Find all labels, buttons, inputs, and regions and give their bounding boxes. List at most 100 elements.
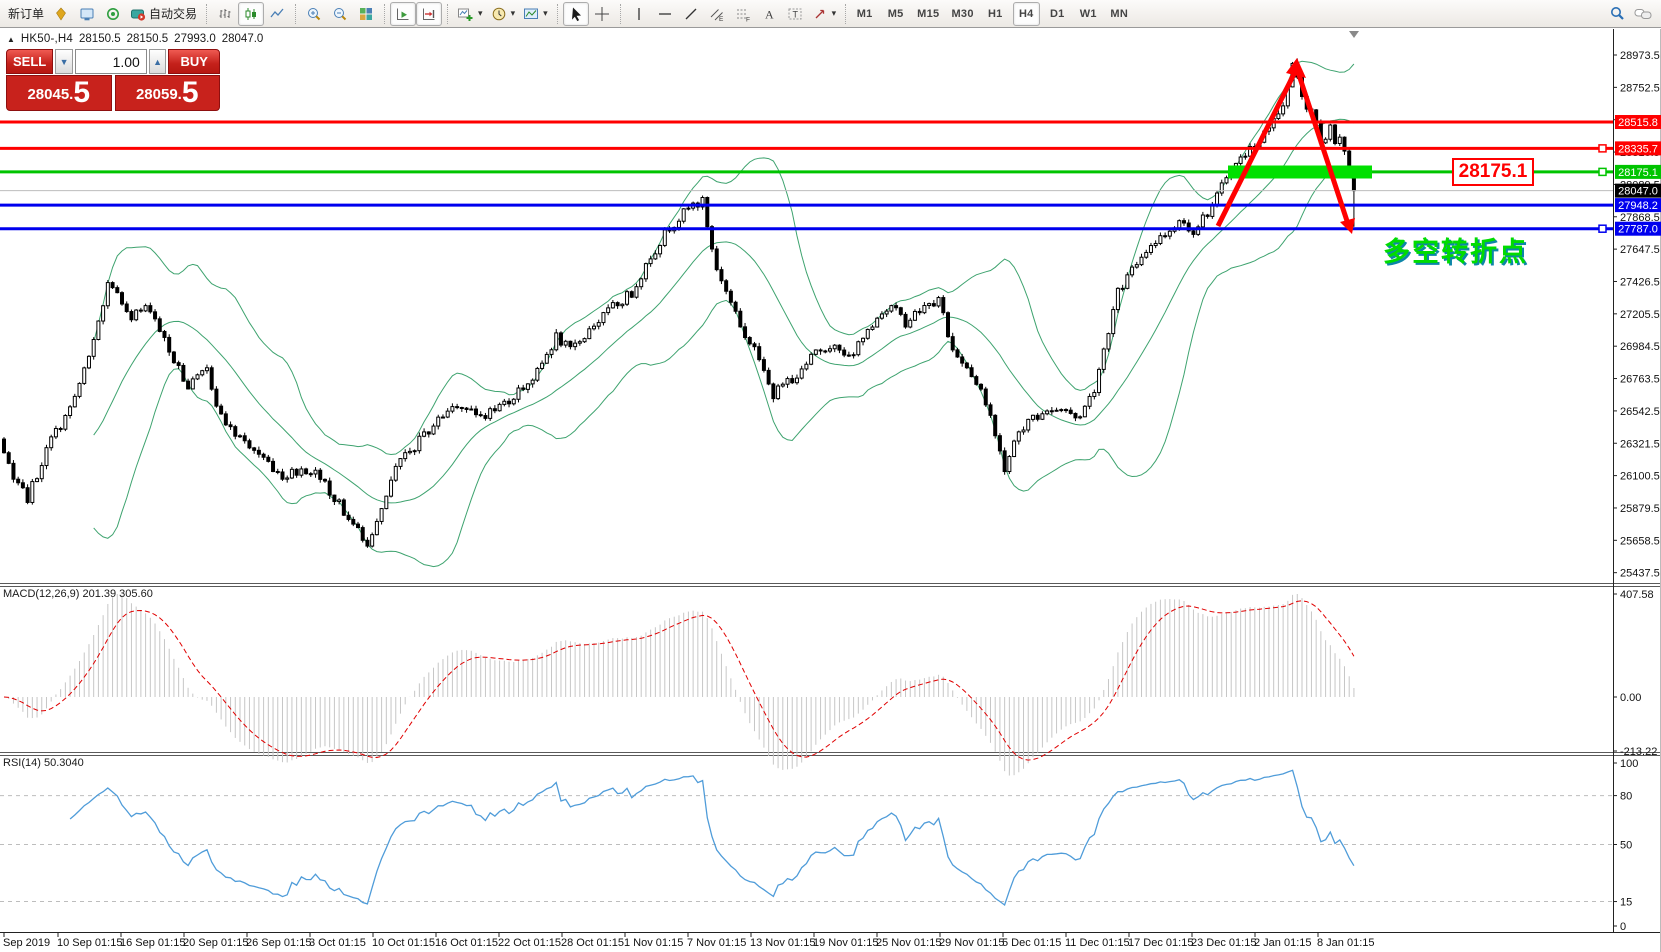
chart-shift-button[interactable]	[416, 1, 443, 26]
crosshair-tool-button[interactable]	[589, 2, 615, 26]
timeframe-m30-button[interactable]: M30	[947, 2, 977, 26]
svg-text:27205.5: 27205.5	[1620, 309, 1660, 321]
svg-text:28047.0: 28047.0	[1618, 186, 1658, 198]
fibonacci-tool-button[interactable]: F	[730, 2, 756, 26]
crosshair-icon	[594, 6, 610, 22]
text-label-tool-button[interactable]: T	[782, 2, 808, 26]
clock-icon	[491, 6, 507, 22]
svg-text:26763.5: 26763.5	[1620, 374, 1660, 386]
toolbar-grip	[845, 3, 847, 24]
highlight-rectangle[interactable]	[1228, 165, 1372, 179]
sell-price-display[interactable]: 28045. 5	[6, 75, 112, 111]
toolbar-grip	[206, 3, 208, 24]
ohlc-low: 27993.0	[174, 33, 216, 45]
turning-point-annotation[interactable]: 多空转折点	[1383, 237, 1528, 267]
metaeditor-button[interactable]	[48, 2, 74, 26]
trend-arrows[interactable]	[1215, 58, 1355, 234]
text-tool-button[interactable]: A	[756, 2, 782, 26]
terminal-button[interactable]	[74, 2, 100, 26]
volume-increase-button[interactable]: ▲	[148, 49, 167, 74]
search-button[interactable]	[1604, 2, 1630, 26]
zoom-out-button[interactable]	[327, 2, 353, 26]
rsi-indicator-label: RSI(14) 50.3040	[3, 757, 84, 769]
timeframe-d1-button[interactable]: D1	[1044, 2, 1071, 26]
macd-axis[interactable]: 407.58 0.00 -213.22	[1613, 589, 1657, 758]
new-order-button[interactable]: 新订单	[4, 2, 48, 26]
svg-text:27647.5: 27647.5	[1620, 244, 1660, 256]
sell-price-main: 28045.	[27, 86, 74, 103]
chevron-down-icon: ▾	[510, 8, 516, 18]
svg-text:25 Nov 01:15: 25 Nov 01:15	[876, 937, 941, 949]
text-label-icon: T	[787, 6, 803, 22]
tile-windows-button[interactable]	[353, 2, 379, 26]
toolbar-grip	[619, 3, 621, 24]
periods-dropdown[interactable]: ▾	[487, 2, 520, 26]
svg-text:100: 100	[1620, 758, 1638, 770]
terminal-icon	[79, 6, 95, 22]
horizontal-line-27787[interactable]	[0, 224, 1613, 233]
buy-price-display[interactable]: 28059. 5	[114, 75, 220, 111]
zoom-in-button[interactable]	[301, 2, 327, 26]
auto-scroll-button[interactable]	[390, 1, 417, 26]
buy-button[interactable]: BUY	[168, 49, 221, 74]
candlestick-chart-button[interactable]	[238, 1, 265, 26]
svg-text:E: E	[719, 16, 724, 22]
timeframe-h1-button[interactable]: H1	[982, 2, 1009, 26]
timeframe-m1-button[interactable]: M1	[851, 2, 878, 26]
svg-text:15: 15	[1620, 897, 1632, 909]
svg-text:11 Dec 01:15: 11 Dec 01:15	[1065, 937, 1130, 949]
main-toolbar: 新订单 自动交易 ▾ ▾	[0, 0, 1661, 28]
templates-dropdown[interactable]: ▾	[519, 2, 552, 26]
arrows-dropdown[interactable]: ▾	[808, 2, 841, 26]
vertical-line-tool-button[interactable]	[626, 2, 652, 26]
line-chart-icon	[269, 6, 285, 22]
chevron-down-icon: ▾	[543, 8, 548, 18]
svg-text:27787.0: 27787.0	[1618, 224, 1658, 236]
toolbar-grip	[556, 3, 558, 24]
equidistant-channel-tool-button[interactable]: E	[704, 2, 730, 26]
line-chart-button[interactable]	[264, 2, 290, 26]
new-chart-dropdown[interactable]: ▾	[453, 2, 487, 26]
price-annotation-box[interactable]: 28175.1	[1452, 158, 1534, 186]
toolbar-grip	[384, 3, 386, 24]
macd-indicator-label: MACD(12,26,9) 201.39 305.60	[3, 588, 153, 600]
signals-button[interactable]	[100, 2, 126, 26]
svg-text:25437.5: 25437.5	[1620, 568, 1660, 580]
rsi-axis[interactable]: 100 80 50 15 0	[1613, 758, 1638, 933]
sell-price-pips: 5	[73, 76, 91, 109]
svg-text:22 Oct 01:15: 22 Oct 01:15	[498, 937, 561, 949]
svg-text:19 Nov 01:15: 19 Nov 01:15	[813, 937, 878, 949]
svg-text:26984.5: 26984.5	[1620, 341, 1660, 353]
timeframe-m5-button[interactable]: M5	[882, 2, 909, 26]
timeframe-group: M1 M5 M15 M30 H1 H4 D1 W1 MN	[851, 1, 1133, 26]
template-icon	[523, 6, 539, 22]
timeframe-h4-button[interactable]: H4	[1012, 1, 1040, 26]
timeframe-w1-button[interactable]: W1	[1075, 2, 1102, 26]
horizontal-line-28335.7[interactable]	[0, 144, 1613, 153]
svg-text:8 Jan 01:15: 8 Jan 01:15	[1317, 937, 1375, 949]
timeframe-mn-button[interactable]: MN	[1106, 2, 1133, 26]
volume-input[interactable]	[74, 49, 147, 74]
svg-text:26542.5: 26542.5	[1620, 406, 1660, 418]
text-icon: A	[761, 6, 777, 22]
toolbar-grip	[295, 3, 297, 24]
svg-text:28752.5: 28752.5	[1620, 82, 1660, 94]
price-axis[interactable]: 28973.528752.528531.528310.528089.527868…	[1613, 29, 1661, 932]
horizontal-line-tool-button[interactable]	[652, 2, 678, 26]
buy-price-main: 28059.	[135, 86, 182, 103]
chat-icon	[1634, 6, 1653, 22]
autotrading-button[interactable]: 自动交易	[126, 2, 201, 26]
toolbar-grip	[447, 3, 449, 24]
timeframe-m15-button[interactable]: M15	[913, 2, 943, 26]
svg-text:5 Dec 01:15: 5 Dec 01:15	[1002, 937, 1061, 949]
trendline-tool-button[interactable]	[678, 2, 704, 26]
cursor-icon	[568, 6, 584, 22]
volume-decrease-button[interactable]: ▼	[55, 49, 73, 74]
cursor-tool-button[interactable]	[562, 1, 589, 26]
sell-button[interactable]: SELL	[6, 49, 54, 74]
macd-histogram	[8, 594, 1355, 776]
chat-button[interactable]	[1630, 2, 1657, 26]
bar-chart-button[interactable]	[212, 2, 238, 26]
